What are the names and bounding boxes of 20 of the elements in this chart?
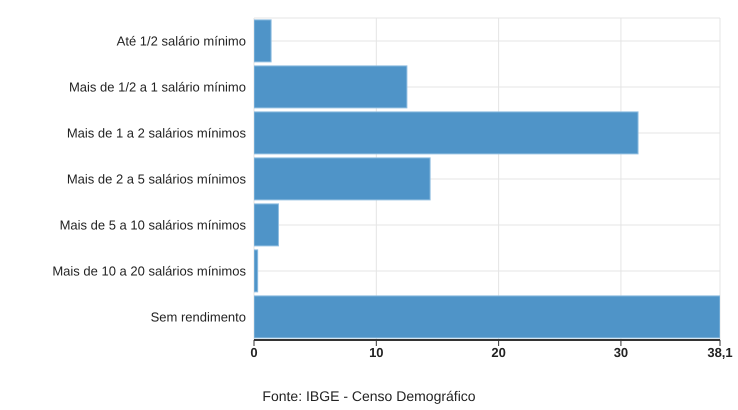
y-tick-label: Sem rendimento <box>150 310 246 325</box>
y-tick-label: Mais de 5 a 10 salários mínimos <box>60 218 246 233</box>
bar <box>254 249 258 292</box>
bar <box>254 157 431 200</box>
x-tick-label: 20 <box>491 345 506 360</box>
bar <box>254 295 720 338</box>
bar <box>254 65 408 108</box>
bar <box>254 111 639 154</box>
bar <box>254 19 272 62</box>
x-tick-label: 10 <box>369 345 384 360</box>
source-note: Fonte: IBGE - Censo Demográfico <box>261 388 477 404</box>
y-tick-label: Até 1/2 salário mínimo <box>116 34 246 49</box>
y-tick-label: Mais de 1 a 2 salários mínimos <box>66 126 246 141</box>
bar <box>254 203 279 246</box>
x-tick-label: 0 <box>250 345 258 360</box>
y-tick-label: Mais de 1/2 a 1 salário mínimo <box>68 80 246 95</box>
x-tick-label: 30 <box>614 345 628 360</box>
x-tick-label: 38,1 <box>707 345 733 360</box>
y-tick-label: Mais de 10 a 20 salários mínimos <box>52 264 246 279</box>
y-tick-label: Mais de 2 a 5 salários mínimos <box>66 172 246 187</box>
